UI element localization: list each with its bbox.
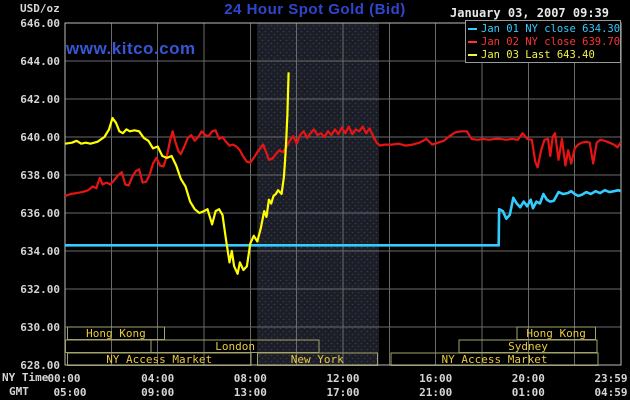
- session-box-ny-access-market: [66, 352, 252, 366]
- series-dash-icon: [468, 40, 477, 43]
- x-tick-label: 16:00: [419, 372, 452, 385]
- y-tick-label: 646.00: [20, 17, 60, 30]
- x-tick-label: 12:00: [326, 372, 359, 385]
- x-tick-label: 23:59: [594, 372, 627, 385]
- x-tick-label: 09:00: [141, 386, 174, 399]
- y-tick-label: 630.00: [20, 321, 60, 334]
- series-dash-icon: [468, 53, 477, 56]
- session-box-new-york: [256, 352, 378, 366]
- x-axis-row-label-ny-time: NY Time: [2, 371, 49, 384]
- y-tick-label: 640.00: [20, 131, 60, 144]
- legend-label: Jan 03 Last 643.40: [481, 48, 595, 61]
- series-line-2: [64, 72, 290, 275]
- session-label: New York: [291, 353, 344, 366]
- session-label: Hong Kong: [86, 327, 146, 340]
- y-tick-label: 628.00: [20, 359, 60, 372]
- y-tick-label: 638.00: [20, 169, 60, 182]
- x-tick-label: 01:00: [512, 386, 545, 399]
- series-dash-icon: [468, 27, 477, 30]
- y-tick-label: 642.00: [20, 93, 60, 106]
- x-axis-row-label-gmt: GMT: [9, 385, 29, 398]
- session-label: London: [215, 340, 255, 353]
- y-tick-label: 644.00: [20, 55, 60, 68]
- chart-datetime: January 03, 2007 09:39: [450, 6, 609, 20]
- y-tick-label: 634.00: [20, 245, 60, 258]
- legend-item-jan03: Jan 03 Last 643.40: [468, 48, 618, 61]
- y-tick-label: 636.00: [20, 207, 60, 220]
- y-axis-unit-label: USD/oz: [20, 2, 60, 15]
- x-tick-label: 17:00: [326, 386, 359, 399]
- x-tick-label: 04:00: [141, 372, 174, 385]
- x-tick-label: 04:59: [594, 386, 627, 399]
- x-tick-label: 13:00: [234, 386, 267, 399]
- session-label: Sydney: [508, 340, 548, 353]
- x-tick-label: 08:00: [234, 372, 267, 385]
- legend-item-jan01: Jan 01 NY close 634.30: [468, 22, 621, 35]
- x-tick-label: 00:00: [47, 372, 80, 385]
- page-title: 24 Hour Spot Gold (Bid): [224, 1, 406, 18]
- legend: Jan 01 NY close 634.30 Jan 02 NY close 6…: [465, 20, 621, 63]
- session-label: NY Access Market: [106, 353, 212, 366]
- legend-label: Jan 01 NY close 634.30: [481, 22, 621, 35]
- legend-label: Jan 02 NY close 639.70: [481, 35, 621, 48]
- session-label: Hong Kong: [526, 327, 586, 340]
- session-label: NY Access Market: [442, 353, 548, 366]
- session-box-ny-access-market: [390, 352, 599, 366]
- y-tick-label: 632.00: [20, 283, 60, 296]
- x-tick-label: 21:00: [419, 386, 452, 399]
- legend-item-jan02: Jan 02 NY close 639.70: [468, 35, 621, 48]
- kitco-watermark: www.kitco.com: [66, 39, 196, 58]
- session-highlight-band-dots: [257, 23, 379, 365]
- series-line-1: [64, 125, 622, 197]
- x-tick-label: 20:00: [512, 372, 545, 385]
- series-line-0: [65, 188, 622, 247]
- x-tick-label: 05:00: [53, 386, 86, 399]
- session-box-unlabeled: [64, 339, 152, 353]
